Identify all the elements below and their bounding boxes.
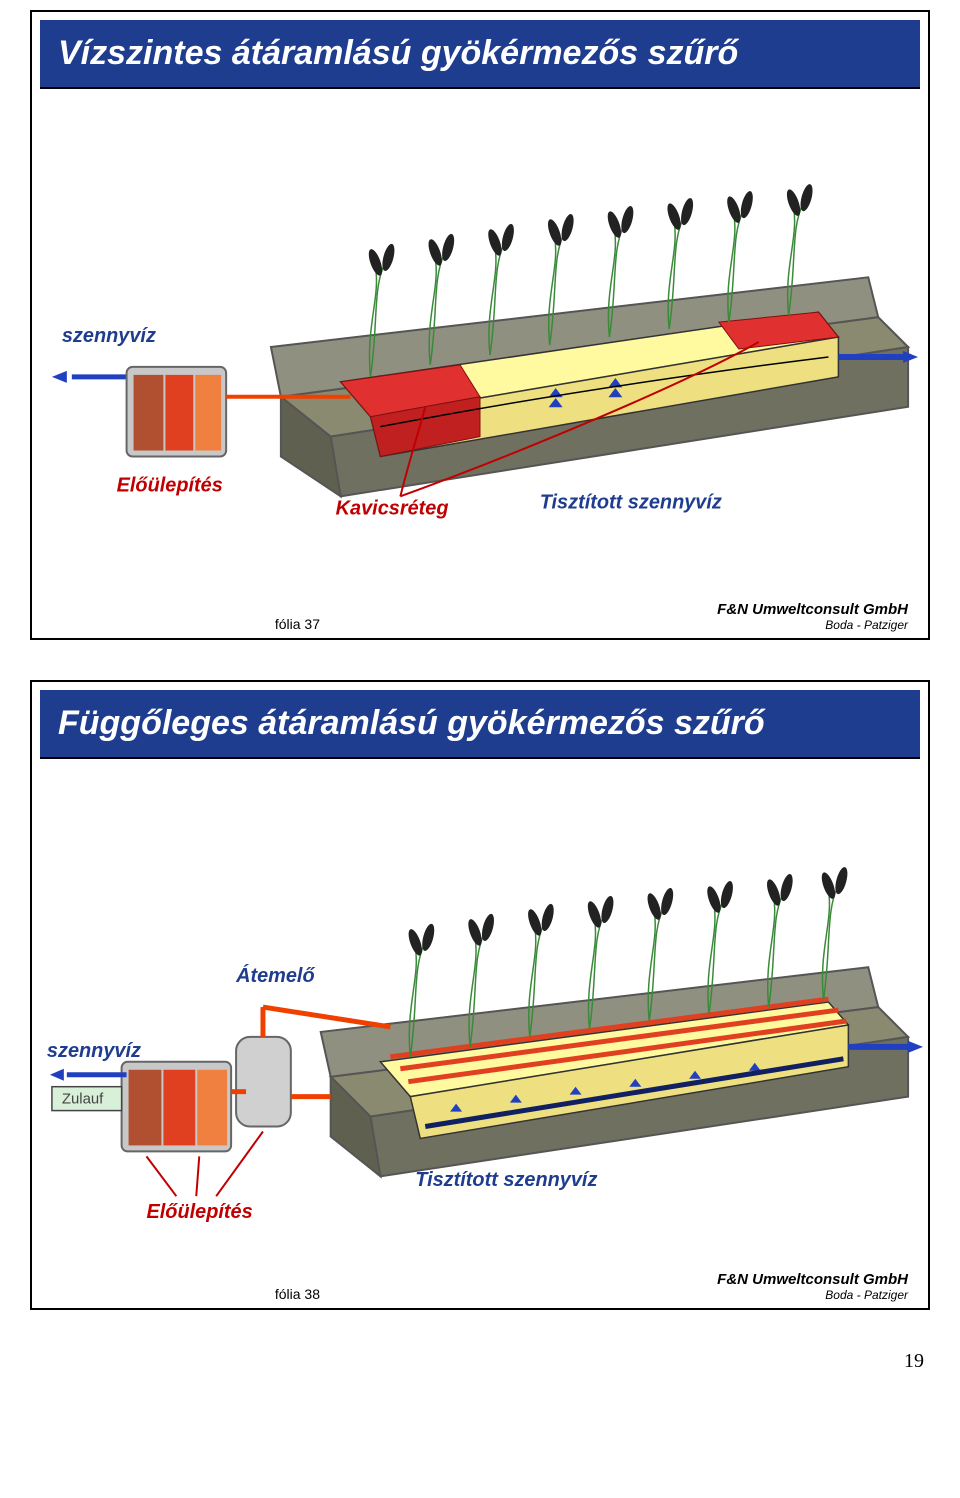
slide-diagram: Zulauf Átemelő szennyvíz Tisztított szen… (32, 767, 928, 1267)
basin (271, 277, 918, 496)
reed-tops (406, 866, 850, 957)
label-szennyviz: szennyvíz (62, 325, 156, 347)
label-szennyviz: szennyvíz (47, 1040, 141, 1062)
reed-tops (366, 183, 815, 277)
label-atemelo: Átemelő (235, 964, 315, 987)
credit-authors: Boda - Patziger (717, 1288, 908, 1302)
slide-title: Vízszintes átáramlású gyökérmezős szűrő (40, 20, 920, 89)
basin (321, 967, 923, 1176)
inflow-arrow (50, 1069, 64, 1081)
page-number: 19 (0, 1350, 960, 1391)
slide-diagram: szennyvíz Előülepítés Kavicsréteg Tisztí… (32, 97, 928, 597)
folia-number: fólia 38 (52, 1286, 480, 1302)
slide-title: Függőleges átáramlású gyökérmezős szűrő (40, 690, 920, 759)
label-tisztitott: Tisztított szennyvíz (540, 491, 722, 513)
label-zulauf: Zulauf (62, 1091, 104, 1108)
label-tisztitott: Tisztított szennyvíz (415, 1169, 597, 1191)
slide-footer: fólia 38 F&N Umweltconsult GmbH Boda - P… (32, 1267, 928, 1308)
settling-tank (122, 1062, 246, 1152)
label-eloulepites: Előülepítés (146, 1201, 252, 1223)
folia-number: fólia 37 (52, 616, 480, 632)
slide-footer: fólia 37 F&N Umweltconsult GmbH Boda - P… (32, 597, 928, 638)
slide-38: Függőleges átáramlású gyökérmezős szűrő (30, 680, 930, 1310)
credit-company: F&N Umweltconsult GmbH (717, 601, 908, 618)
credit-authors: Boda - Patziger (717, 618, 908, 632)
label-kavicsreteg: Kavicsréteg (336, 497, 449, 519)
slide-37: Vízszintes átáramlású gyökérmezős szűrő (30, 10, 930, 640)
label-eloulepites: Előülepítés (117, 474, 223, 496)
credit-company: F&N Umweltconsult GmbH (717, 1271, 908, 1288)
